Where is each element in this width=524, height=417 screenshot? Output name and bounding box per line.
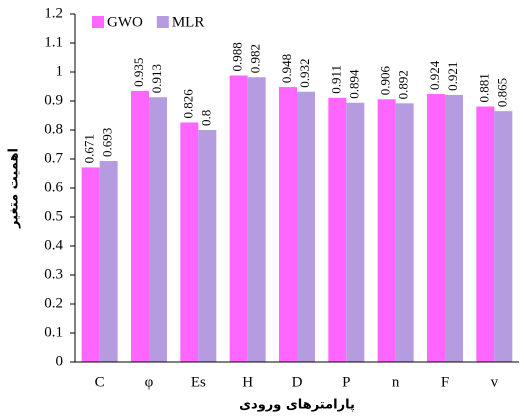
x-tick-label: F: [441, 374, 449, 390]
data-label: 0.932: [297, 58, 312, 87]
y-tick-label: 0.7: [44, 150, 63, 166]
data-label: 0.924: [427, 60, 442, 90]
bar: [476, 106, 495, 362]
y-tick-label: 0.3: [44, 266, 63, 282]
data-label: 0.911: [328, 65, 343, 94]
data-label: 0.894: [346, 69, 361, 99]
y-tick-label: 0.9: [44, 92, 63, 108]
bar: [445, 94, 463, 362]
data-label: 0.913: [149, 64, 164, 93]
bar: [131, 90, 149, 362]
bar: [180, 122, 199, 363]
data-label: 0.921: [445, 62, 460, 91]
data-label: 0.892: [396, 70, 411, 99]
x-tick-label: C: [95, 374, 105, 390]
bar: [297, 91, 315, 362]
x-tick-label: φ: [145, 374, 154, 390]
data-label: 0.948: [279, 54, 294, 83]
data-label: 0.865: [494, 78, 509, 107]
data-label: 0.826: [180, 89, 195, 119]
y-tick-label: 1.1: [44, 34, 63, 50]
y-tick-label: 0.6: [44, 179, 63, 195]
legend-swatch: [156, 16, 169, 28]
y-tick-label: 0: [56, 353, 64, 369]
y-tick-label: 0.4: [44, 237, 63, 253]
x-tick-label: v: [491, 374, 499, 390]
legend-swatch: [92, 16, 104, 28]
bar: [279, 87, 297, 362]
bar: [395, 103, 414, 362]
legend-label: MLR: [172, 14, 205, 30]
legend-label: GWO: [107, 14, 143, 30]
data-label: 0.982: [248, 44, 263, 73]
y-tick-label: 0.8: [44, 121, 63, 137]
x-axis-title: پارامترهای ورودی: [239, 398, 355, 413]
y-tick-label: 0.5: [44, 208, 63, 224]
y-axis-title: اهمیت متغیر: [7, 148, 22, 229]
data-label: 0.881: [476, 73, 491, 102]
data-label: 0.8: [198, 110, 213, 126]
bar: [346, 102, 365, 363]
bar: [81, 167, 100, 362]
bar: [494, 111, 513, 363]
x-tick-label: P: [342, 374, 350, 390]
bar: [229, 75, 248, 362]
bar: [377, 99, 396, 362]
y-tick-label: 0.2: [44, 295, 63, 311]
bar: [427, 94, 445, 362]
x-tick-label: H: [242, 374, 253, 390]
data-label: 0.906: [378, 66, 393, 96]
data-label: 0.935: [131, 58, 146, 87]
x-tick-label: D: [292, 374, 303, 390]
y-tick-label: 1: [56, 63, 64, 79]
bar: [149, 97, 167, 362]
bar: [328, 97, 347, 362]
bar: [99, 161, 118, 362]
bar: [198, 130, 217, 362]
data-label: 0.988: [230, 42, 245, 71]
bar: [247, 77, 266, 362]
data-label: 0.693: [100, 128, 115, 157]
data-label: 0.671: [82, 134, 97, 163]
x-tick-label: Es: [191, 374, 206, 390]
x-tick-label: n: [392, 374, 400, 390]
y-tick-label: 0.1: [44, 324, 63, 340]
y-tick-label: 1.2: [44, 5, 63, 21]
